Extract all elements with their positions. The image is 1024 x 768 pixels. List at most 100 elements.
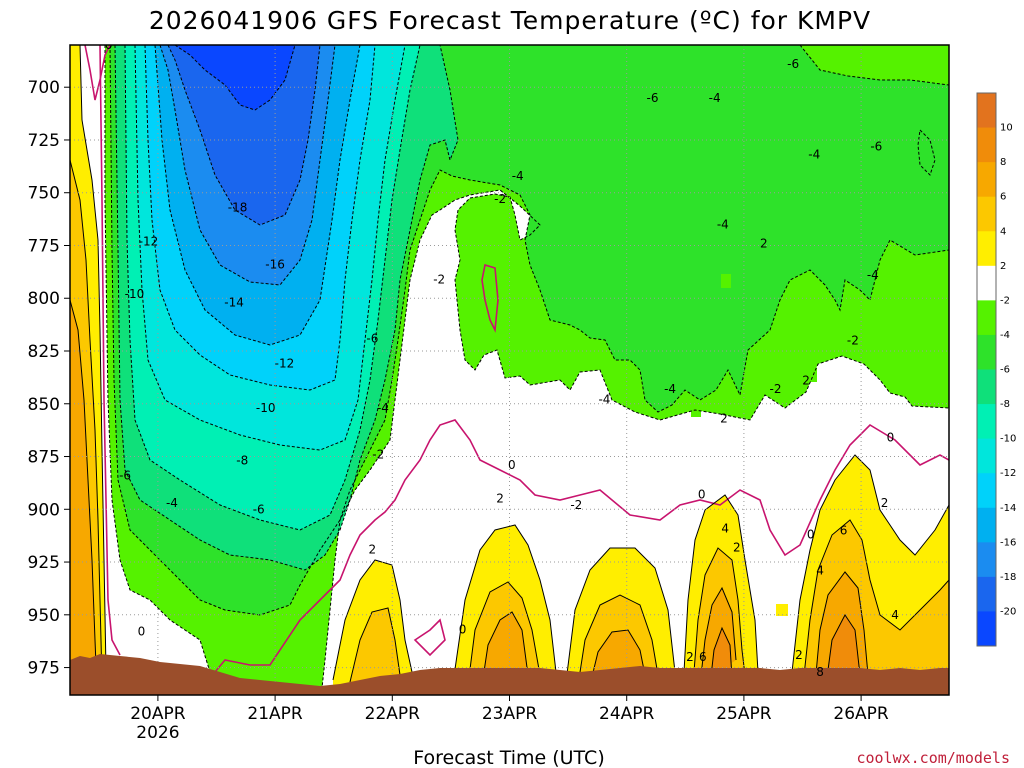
x-tick-label: 23APR bbox=[482, 704, 538, 724]
contour-label: 0 bbox=[887, 431, 895, 445]
region-warm-bubble-6-8 bbox=[482, 612, 528, 685]
x-tick-label: 26APR bbox=[833, 704, 889, 724]
region-warm-bubble-4-6 bbox=[350, 608, 400, 682]
region-warm-cell-2-4 bbox=[776, 604, 788, 616]
contour-line bbox=[104, 45, 949, 689]
x-tick-label: 22APR bbox=[365, 704, 421, 724]
x-tick-label: 24APR bbox=[599, 704, 655, 724]
contour-label: -2 bbox=[847, 333, 859, 347]
contour-line bbox=[154, 45, 361, 346]
colorbar-label: -4 bbox=[1000, 330, 1010, 341]
colorbar-bin bbox=[977, 334, 996, 370]
colorbar-bin bbox=[977, 127, 996, 163]
contour-label: -14 bbox=[224, 295, 244, 309]
plot-area: 0 -18 -12 -16 -10 -14 -12 -10 -8 -6 -4 -6 0 -6 -4 -2 2 -2… bbox=[70, 45, 949, 695]
contour-label: -2 bbox=[570, 498, 582, 512]
contour-label: -2 bbox=[433, 272, 445, 286]
contour-label: -6 bbox=[646, 91, 658, 105]
colorbar-bin bbox=[977, 196, 996, 232]
x-tick-label: 20APR bbox=[130, 704, 186, 724]
chart-title: 2026041906 GFS Forecast Temperature (ºC)… bbox=[149, 6, 871, 35]
y-tick-label: 925 bbox=[28, 553, 60, 573]
colorbar-frame bbox=[976, 92, 997, 647]
contour-line bbox=[814, 571, 869, 686]
contour-label: -12 bbox=[139, 234, 159, 248]
y-tick-label: 800 bbox=[28, 289, 60, 309]
colorbar-label: 8 bbox=[1000, 157, 1006, 168]
contour-line bbox=[332, 559, 413, 681]
contour-label: 0 bbox=[508, 458, 516, 472]
colorbar-bin bbox=[977, 542, 996, 578]
contour-label: -8 bbox=[236, 454, 248, 468]
contour-line bbox=[159, 45, 336, 286]
contour-label: -2 bbox=[494, 192, 506, 206]
contour-line bbox=[467, 581, 541, 686]
contour-label: 2 bbox=[795, 648, 803, 662]
contour-label: 0 bbox=[807, 528, 815, 542]
contour-label: -4 bbox=[166, 496, 178, 510]
colorbar-bin bbox=[977, 611, 996, 647]
y-tick-label: 775 bbox=[28, 236, 60, 256]
contour-label: 2 bbox=[720, 412, 728, 426]
negative-contours bbox=[104, 45, 949, 689]
colorbar: 10 8 6 4 2 -2 -4 -6 -8 -10 -12 -14 -16 -18 -20 bbox=[976, 92, 1016, 647]
y-tick-label: 900 bbox=[28, 500, 60, 520]
y-axis: 700 725 750 775 800 825 850 875 900 925 950 975 bbox=[28, 78, 70, 679]
contour-line bbox=[917, 128, 936, 176]
colorbar-label: 6 bbox=[1000, 192, 1006, 203]
contour-label: 0 bbox=[459, 623, 467, 637]
contour-line bbox=[709, 626, 733, 686]
y-tick-label: 950 bbox=[28, 606, 60, 626]
positive-contours bbox=[70, 45, 949, 691]
contour-line bbox=[79, 45, 107, 671]
contour-line bbox=[825, 614, 861, 686]
contour-line bbox=[174, 45, 296, 111]
colorbar-bin bbox=[977, 93, 996, 129]
contour-label: -4 bbox=[808, 148, 820, 162]
contour-labels: 0 -18 -12 -16 -10 -14 -12 -10 -8 -6 -4 -6 0 -6 -4 -2 2 -2… bbox=[105, 45, 899, 679]
contour-label: -6 bbox=[119, 469, 131, 483]
colorbar-label: -18 bbox=[1000, 572, 1016, 583]
contour-line bbox=[692, 547, 746, 686]
colorbar-bin bbox=[977, 507, 996, 543]
colorbar-label: -20 bbox=[1000, 606, 1016, 617]
colorbar-bin bbox=[977, 369, 996, 405]
contour-label: -10 bbox=[256, 401, 276, 415]
contour-label: -2 bbox=[372, 447, 384, 461]
contour-label: -16 bbox=[265, 257, 285, 271]
contour-line bbox=[413, 618, 446, 657]
colorbar-bin bbox=[977, 162, 996, 198]
contour-label: -4 bbox=[664, 382, 676, 396]
zero-contours bbox=[84, 45, 949, 673]
contour-label: 4 bbox=[721, 521, 729, 535]
contour-line bbox=[451, 524, 557, 691]
colorbar-label: -8 bbox=[1000, 399, 1010, 410]
colorbar-label: -16 bbox=[1000, 537, 1016, 548]
contour-label: 2 bbox=[881, 496, 889, 510]
colorbar-bin bbox=[977, 300, 996, 336]
contour-label: 4 bbox=[891, 608, 899, 622]
contour-label: -18 bbox=[228, 201, 248, 215]
contour-label: 2 bbox=[686, 650, 694, 664]
contour-line bbox=[802, 519, 949, 686]
contour-line bbox=[564, 547, 676, 691]
y-tick-label: 725 bbox=[28, 131, 60, 151]
contour-label: -12 bbox=[275, 357, 295, 371]
contour-label: -4 bbox=[598, 393, 610, 407]
colorbar-label: -2 bbox=[1000, 295, 1010, 306]
x-tick-year: 2026 bbox=[136, 723, 179, 743]
region-green-cell bbox=[691, 405, 701, 417]
colorbar-label: 2 bbox=[1000, 261, 1006, 272]
contour-line bbox=[349, 607, 401, 683]
region-minus18-to-minus20 bbox=[168, 45, 320, 225]
region-warm-left-6-8 bbox=[70, 300, 97, 690]
credit-text: coolwx.com/models bbox=[856, 749, 1010, 767]
x-tick-label: 25APR bbox=[716, 704, 772, 724]
contour-line bbox=[481, 611, 529, 686]
contour-line bbox=[799, 45, 949, 86]
y-tick-label: 875 bbox=[28, 448, 60, 468]
contour-label: 6 bbox=[699, 650, 707, 664]
contour-label: -4 bbox=[512, 169, 524, 183]
contour-line bbox=[167, 45, 321, 226]
